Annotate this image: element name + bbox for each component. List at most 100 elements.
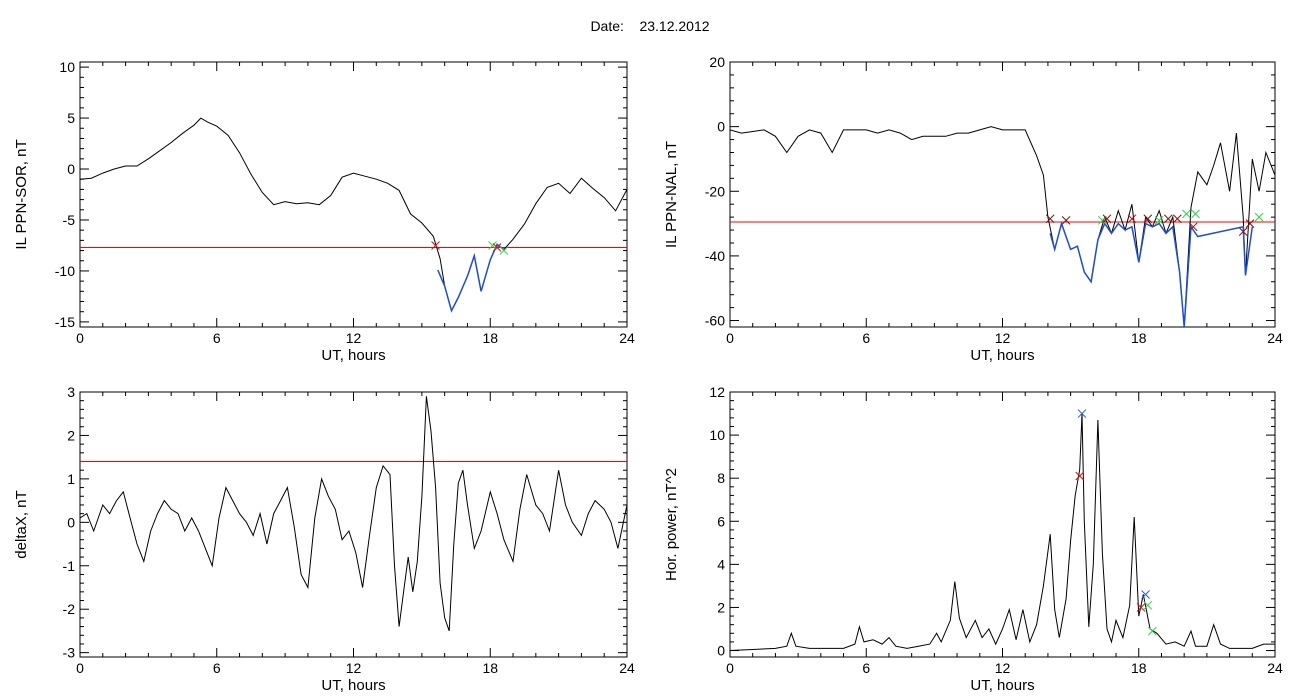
x-tick-label: 24	[619, 660, 635, 676]
x-marker-stroke-b	[492, 243, 502, 252]
x-tick-label: 18	[1131, 660, 1147, 676]
x-tick-label: 12	[995, 330, 1011, 346]
y-tick-label: 12	[709, 384, 725, 400]
x-marker	[1098, 216, 1107, 225]
x-marker	[1143, 600, 1153, 610]
y-axis-title: IL PPN-NAL, nT	[663, 141, 680, 248]
y-tick-label: 0	[717, 119, 725, 135]
x-marker-stroke-b	[1075, 471, 1085, 481]
x-marker	[1163, 214, 1173, 224]
x-tick-label: 18	[482, 660, 498, 676]
y-tick-label: -60	[705, 313, 725, 329]
y-tick-label: 2	[67, 427, 75, 443]
y-tick-label: -20	[705, 183, 725, 199]
y-tick-label: 10	[59, 59, 75, 75]
x-marker-stroke-b	[1182, 209, 1191, 219]
highlight-segment	[1049, 221, 1254, 327]
x-marker-stroke-b	[1136, 603, 1146, 612]
x-tick-label: 0	[726, 660, 734, 676]
y-tick-label: 5	[67, 110, 75, 126]
x-marker-stroke-b	[1143, 214, 1153, 224]
x-tick-label: 6	[213, 660, 221, 676]
x-marker-stroke-b	[1154, 216, 1164, 225]
x-axis-title: UT, hours	[321, 347, 385, 364]
x-marker	[431, 241, 440, 250]
x-marker-stroke-b	[1245, 219, 1255, 228]
date-value: 23.12.2012	[639, 18, 710, 34]
x-tick-label: 12	[995, 660, 1011, 676]
x-marker	[1188, 222, 1198, 232]
series-line	[730, 413, 1275, 651]
x-tick-label: 12	[346, 330, 362, 346]
x-marker-stroke-b	[1191, 209, 1200, 219]
x-marker	[1154, 216, 1164, 225]
x-tick-label: 12	[346, 660, 362, 676]
y-tick-label: -5	[63, 212, 76, 228]
plot-frame	[79, 61, 628, 328]
series-line	[80, 117, 627, 313]
x-tick-label: 0	[76, 330, 84, 346]
x-marker	[1254, 212, 1264, 222]
x-tick-label: 18	[1131, 330, 1147, 346]
x-marker	[1173, 214, 1182, 224]
x-axis-title: UT, hours	[970, 347, 1034, 364]
y-tick-label: 10	[709, 427, 725, 443]
x-marker	[499, 246, 509, 255]
y-tick-label: 0	[67, 161, 75, 177]
y-tick-label: -40	[705, 248, 725, 264]
x-tick-label: 6	[862, 330, 870, 346]
x-marker-stroke-b	[499, 246, 509, 255]
x-marker	[1238, 227, 1248, 237]
x-marker	[1136, 603, 1146, 612]
x-tick-label: 24	[1267, 660, 1283, 676]
x-marker-stroke-b	[1188, 222, 1198, 232]
x-marker	[1143, 214, 1153, 224]
x-axis-title: UT, hours	[970, 677, 1034, 694]
panel-il-ppn-sor: 0 6 12 18 24 -15 -10 -5 0 5 10 UT, hours IL PPN-SOR,…	[13, 59, 635, 364]
x-marker-stroke-b	[1098, 216, 1107, 225]
y-tick-label: 3	[67, 384, 75, 400]
x-marker	[1102, 214, 1112, 224]
y-tick-label: 2	[717, 599, 725, 615]
x-axis-title: UT, hours	[321, 677, 385, 694]
x-marker-stroke-b	[431, 241, 440, 250]
y-tick-label: 4	[717, 556, 725, 572]
x-tick-label: 0	[726, 330, 734, 346]
x-marker-stroke-b	[1077, 409, 1087, 418]
x-marker-stroke-b	[1238, 227, 1248, 237]
figure-header: Date: 23.12.2012	[0, 18, 1300, 34]
series-line	[80, 396, 627, 632]
x-marker-stroke-b	[1254, 212, 1264, 222]
x-tick-label: 0	[76, 660, 84, 676]
x-marker-stroke-b	[1163, 214, 1173, 224]
y-tick-label: 0	[717, 643, 725, 659]
panel-il-ppn-nal: 0 6 12 18 24 -60 -40 -20 0 20 UT, hours IL PPN-NAL,…	[663, 54, 1283, 364]
x-marker	[1045, 214, 1055, 224]
y-tick-label: 1	[67, 471, 75, 487]
x-tick-label: 6	[213, 330, 221, 346]
date-label: Date:	[590, 18, 624, 34]
x-marker-stroke-b	[1061, 216, 1071, 225]
x-marker	[1127, 214, 1137, 224]
x-tick-label: 24	[619, 330, 635, 346]
x-marker	[1077, 409, 1087, 418]
x-marker	[1061, 216, 1071, 225]
x-tick-label: 24	[1267, 330, 1283, 346]
y-tick-label: -10	[55, 263, 75, 279]
y-axis-title: Hor. power, nT^2	[663, 468, 680, 581]
x-marker-stroke-b	[1148, 626, 1157, 636]
x-marker-stroke-b	[1141, 590, 1150, 599]
y-axis-title: deltaX, nT	[13, 490, 30, 558]
y-tick-label: 6	[717, 513, 725, 529]
x-tick-label: 6	[862, 660, 870, 676]
x-marker	[1191, 209, 1200, 219]
y-tick-label: -15	[55, 314, 75, 330]
y-axis-title: IL PPN-SOR, nT	[13, 139, 30, 249]
y-tick-label: -1	[63, 558, 76, 574]
x-marker-stroke-b	[1127, 214, 1137, 224]
x-marker	[1141, 590, 1150, 599]
plot-frame	[729, 391, 1276, 658]
